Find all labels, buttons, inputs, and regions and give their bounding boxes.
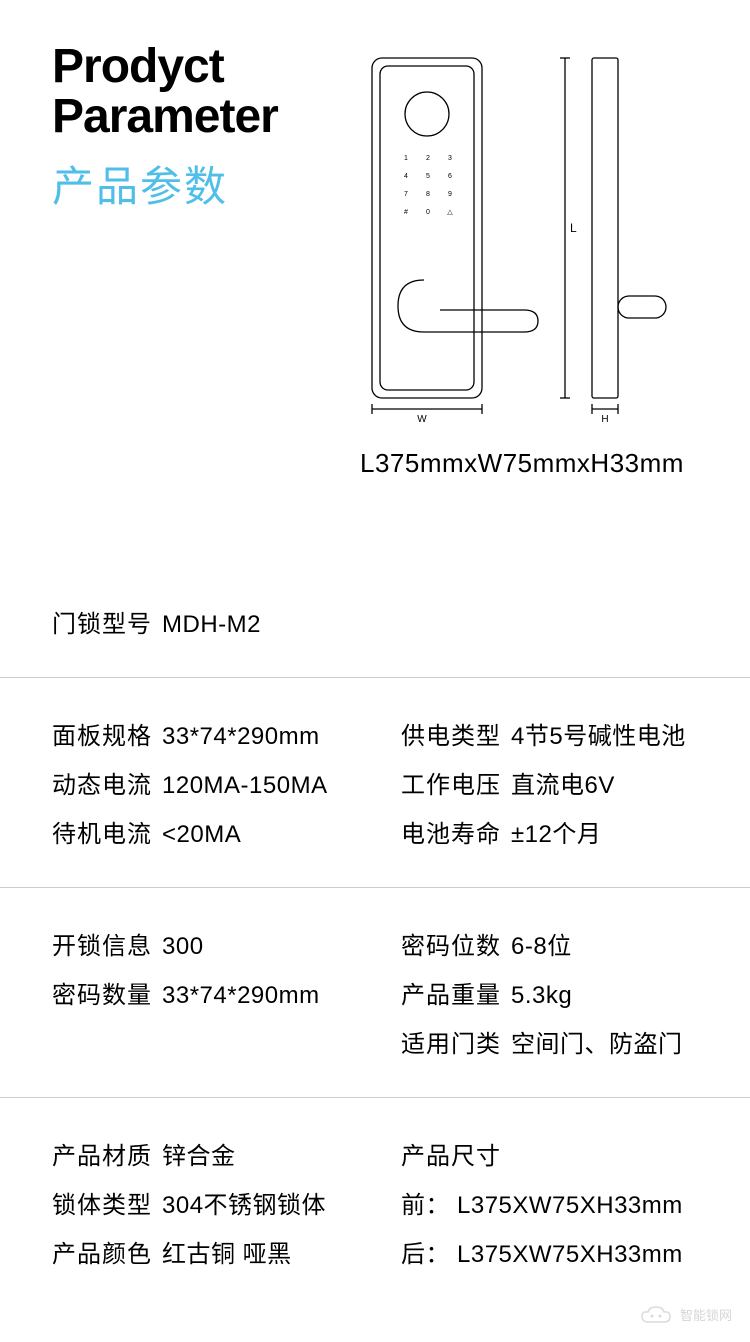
- value-weight: 5.3kg: [511, 982, 572, 1010]
- dim-label-H: H: [601, 414, 608, 425]
- value-panel: 33*74*290mm: [162, 723, 320, 751]
- value-standby: <20MA: [162, 821, 241, 849]
- label-weight: 产品重量: [401, 975, 511, 1010]
- dimension-text: L375mmxW75mmxH33mm: [360, 448, 684, 479]
- label-doortype: 适用门类: [401, 1024, 511, 1059]
- value-unlock: 300: [162, 933, 204, 961]
- spec-section-4: 产品材质 锌合金 产品尺寸 锁体类型 304不锈钢锁体 前：L375XW75XH…: [0, 1098, 750, 1307]
- value-doortype: 空间门、防盗门: [511, 1024, 683, 1059]
- value-back-dim: 后：L375XW75XH33mm: [401, 1234, 683, 1269]
- keypad-key: △: [447, 209, 453, 216]
- label-panel: 面板规格: [52, 716, 162, 751]
- value-voltage: 直流电6V: [511, 765, 615, 800]
- keypad-key: 6: [448, 173, 452, 180]
- label-standby: 待机电流: [52, 814, 162, 849]
- label-size: 产品尺寸: [401, 1136, 511, 1171]
- label-model: 门锁型号: [52, 604, 162, 639]
- label-power: 供电类型: [401, 716, 511, 751]
- value-front-dim: 前：L375XW75XH33mm: [401, 1185, 683, 1220]
- keypad-key: #: [404, 209, 408, 216]
- keypad-key: 4: [404, 173, 408, 180]
- value-battery: ±12个月: [511, 814, 601, 849]
- lock-schematic-svg: 1 2 3 4 5 6 7 8 9 #0 △ L W H: [360, 48, 720, 428]
- label-pwdcount: 密码数量: [52, 975, 162, 1010]
- value-power: 4节5号碱性电池: [511, 716, 686, 751]
- label-body: 锁体类型: [52, 1185, 162, 1220]
- label-battery: 电池寿命: [401, 814, 511, 849]
- keypad-key: 8: [426, 191, 430, 198]
- watermark-text-bottom: 智能锁网: [680, 1309, 732, 1323]
- keypad-key: 3: [448, 155, 452, 162]
- label-unlock: 开锁信息: [52, 926, 162, 961]
- value-dyncur: 120MA-150MA: [162, 772, 328, 800]
- keypad-key: 9: [448, 191, 452, 198]
- keypad-key: 2: [426, 155, 430, 162]
- spec-section-1: 门锁型号 MDH-M2: [0, 604, 750, 678]
- dim-label-W: W: [417, 414, 427, 425]
- product-diagram: 1 2 3 4 5 6 7 8 9 #0 △ L W H: [360, 48, 720, 428]
- keypad-key: 1: [404, 155, 408, 162]
- value-body: 304不锈钢锁体: [162, 1185, 326, 1220]
- keypad-key: 5: [426, 173, 430, 180]
- keypad-key: 0: [426, 209, 430, 216]
- label-material: 产品材质: [52, 1136, 162, 1171]
- label-pwdlen: 密码位数: [401, 926, 511, 961]
- dim-label-L: L: [570, 221, 577, 235]
- value-pwdlen: 6-8位: [511, 926, 572, 961]
- value-material: 锌合金: [162, 1136, 236, 1171]
- value-model: MDH-M2: [162, 611, 261, 639]
- value-pwdcount: 33*74*290mm: [162, 982, 320, 1010]
- label-dyncur: 动态电流: [52, 765, 162, 800]
- watermark: 智能锁网: [638, 1304, 732, 1328]
- specs-table: 门锁型号 MDH-M2 面板规格 33*74*290mm 供电类型 4节5号碱性…: [0, 590, 750, 1307]
- label-voltage: 工作电压: [401, 765, 511, 800]
- keypad-key: 7: [404, 191, 408, 198]
- cloud-icon: [638, 1304, 674, 1328]
- spec-section-2: 面板规格 33*74*290mm 供电类型 4节5号碱性电池 动态电流 120M…: [0, 678, 750, 888]
- label-color: 产品颜色: [52, 1234, 162, 1269]
- spec-section-3: 开锁信息 300 密码位数 6-8位 密码数量 33*74*290mm 产品重量…: [0, 888, 750, 1098]
- value-color: 红古铜 哑黑: [162, 1234, 292, 1269]
